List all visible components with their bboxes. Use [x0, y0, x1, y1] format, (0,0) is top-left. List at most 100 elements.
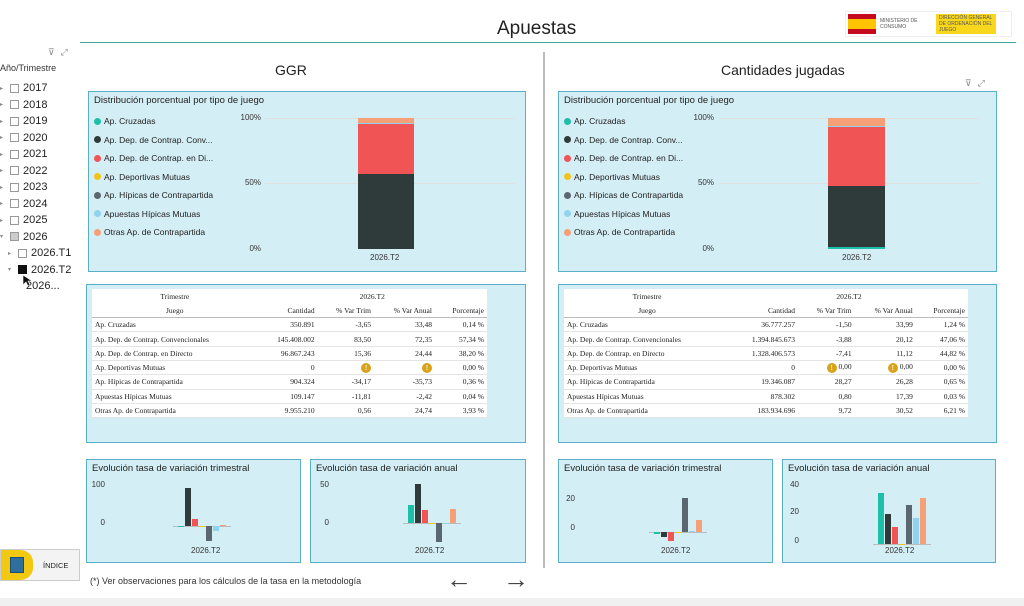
table-row[interactable]: Ap. Dep. de Contrap. en Directo 1.328.406… — [564, 346, 968, 361]
bar-segment[interactable] — [828, 126, 885, 128]
cant-data-table[interactable]: Trimestre 2026.T2 Juego Cantidad % Var Trim%… — [564, 289, 968, 419]
bar[interactable] — [877, 493, 884, 544]
table-row[interactable]: Apuestas Hípicas Mutuas 109.147 -11,81 -2,4… — [92, 389, 487, 404]
col-header[interactable]: % Var Anual — [874, 305, 913, 315]
checkbox[interactable] — [10, 232, 19, 241]
col-header[interactable]: Porcentaje — [933, 305, 965, 315]
bar-segment[interactable] — [828, 118, 885, 127]
slicer-controls[interactable]: ⊽⤢ — [48, 47, 74, 58]
warning-icon[interactable]: ! — [826, 362, 837, 373]
table-row[interactable]: Ap. Dep. de Contrap. en Directo 96.867.24… — [92, 346, 487, 361]
checkbox[interactable] — [10, 133, 19, 142]
slicer-quarter-2026.T1[interactable]: ▸ 2026.T1 — [8, 246, 71, 260]
bar[interactable] — [674, 532, 682, 533]
expand-icon[interactable]: ⤢ — [60, 47, 74, 57]
checkbox[interactable] — [10, 83, 19, 93]
col-header[interactable]: Cantidad — [287, 305, 315, 315]
slicer-year-2017[interactable]: ▸ 2017 — [0, 81, 47, 95]
next-page-arrow-icon[interactable]: → — [503, 564, 529, 594]
col-header-period[interactable]: 2026.T2 — [359, 291, 385, 301]
warning-icon[interactable]: ! — [421, 362, 432, 373]
prev-page-arrow-icon[interactable]: ← — [446, 564, 472, 594]
legend-item[interactable]: Ap. Deportivas Mutuas — [564, 168, 683, 187]
cant-legend[interactable]: Ap. Cruzadas Ap. Dep. de Contrap. Conv...… — [564, 112, 683, 242]
chevron-right-icon[interactable]: ▸ — [8, 250, 12, 257]
checkbox[interactable] — [10, 166, 19, 175]
cant-anual-panel[interactable]: Evolución tasa de variación anual 40 20 … — [782, 459, 996, 563]
table-row[interactable]: Apuestas Hípicas Mutuas 878.302 0,80 17,39 0… — [564, 389, 968, 404]
ggr-trim-bars[interactable] — [173, 480, 231, 544]
bar[interactable] — [884, 513, 891, 544]
bar-segment[interactable] — [828, 185, 885, 248]
bar[interactable] — [667, 532, 674, 541]
bar[interactable] — [920, 498, 927, 544]
legend-item[interactable]: Otras Ap. de Contrapartida — [94, 223, 213, 242]
checkbox[interactable] — [10, 149, 19, 159]
slicer-year-2024[interactable]: ▸ 2024 — [0, 197, 47, 211]
checkbox[interactable] — [10, 182, 19, 192]
slicer-year-2022[interactable]: ▸ 2022 — [0, 164, 47, 178]
col-header[interactable]: Cantidad — [767, 305, 796, 315]
col-header-period[interactable]: 2026.T2 — [836, 291, 862, 301]
bar[interactable] — [653, 532, 660, 534]
ggr-distribution-panel[interactable]: Distribución porcentual por tipo de jueg… — [88, 91, 526, 272]
bar-segment[interactable] — [358, 173, 414, 249]
year-quarter-slicer[interactable]: ⊽⤢ Año/Trimestre ▸ 2017 ▸ 2018 ▸ 2019 ▸ 2020 ▸ 20… — [0, 45, 80, 345]
bar-segment[interactable] — [828, 127, 885, 186]
legend-item[interactable]: Apuestas Hípicas Mutuas — [94, 205, 213, 224]
checkbox[interactable] — [10, 215, 19, 225]
bar-segment[interactable] — [358, 123, 414, 124]
table-row[interactable]: Ap. Cruzadas 36.777.257 -1,50 33,99 1,24 % — [564, 317, 968, 333]
checkbox[interactable] — [10, 199, 19, 208]
col-header[interactable]: % Var Trim — [336, 305, 371, 315]
bar-segment[interactable] — [358, 123, 414, 174]
ggr-stacked-bar[interactable] — [358, 118, 414, 249]
table-row[interactable]: Ap. Deportivas Mutuas 0! 0,00! 0,00 0,00 % — [564, 360, 968, 376]
slicer-year-2023[interactable]: ▸ 2023 — [0, 180, 47, 194]
col-header-trimestre[interactable]: Trimestre — [632, 291, 662, 301]
slicer-year-2026[interactable]: ▾ 2026 — [0, 230, 47, 244]
cant-trim-panel[interactable]: Evolución tasa de variación trimestral 2… — [558, 459, 773, 563]
checkbox[interactable] — [18, 265, 27, 274]
legend-item[interactable]: Ap. Dep. de Contrap. en Di... — [94, 149, 213, 168]
bar[interactable] — [407, 504, 414, 523]
chevron-right-icon[interactable]: ▸ — [0, 201, 4, 207]
chevron-right-icon[interactable]: ▸ — [0, 85, 4, 92]
bar[interactable] — [891, 527, 898, 544]
bar-segment[interactable] — [358, 118, 414, 124]
legend-item[interactable]: Ap. Dep. de Contrap. en Di... — [564, 149, 683, 168]
legend-item[interactable]: Otras Ap. de Contrapartida — [564, 223, 683, 242]
table-row[interactable]: Otras Ap. de Contrapartida 183.934.696 9,7… — [564, 403, 968, 419]
legend-item[interactable]: Ap. Cruzadas — [94, 112, 213, 131]
legend-item[interactable]: Ap. Cruzadas — [564, 112, 683, 131]
chevron-right-icon[interactable]: ▸ — [0, 118, 4, 125]
ggr-anual-bars[interactable] — [403, 480, 461, 544]
bar[interactable] — [660, 532, 667, 537]
legend-item[interactable]: Ap. Dep. de Contrap. Conv... — [564, 131, 683, 150]
table-row[interactable]: Ap. Hípicas de Contrapartida 19.346.087 28… — [564, 374, 968, 390]
col-header-trimestre[interactable]: Trimestre — [160, 291, 190, 301]
table-row[interactable]: Ap. Cruzadas 350.891 -3,65 33,48 0,14 % — [92, 317, 487, 333]
legend-item[interactable]: Apuestas Hípicas Mutuas — [564, 205, 683, 224]
bar[interactable] — [898, 544, 906, 545]
col-header[interactable]: % Var Trim — [816, 305, 852, 315]
ggr-trim-panel[interactable]: Evolución tasa de variación trimestral 1… — [86, 459, 301, 563]
slicer-sub-item[interactable]: 2026... — [26, 279, 60, 293]
filter-icon[interactable]: ⊽ — [965, 78, 978, 88]
slicer-year-2019[interactable]: ▸ 2019 — [0, 114, 47, 128]
cant-anual-bars[interactable] — [873, 484, 931, 545]
table-row[interactable]: Ap. Dep. de Contrap. Convencionales 145.4… — [92, 331, 487, 347]
legend-item[interactable]: Ap. Hípicas de Contrapartida — [94, 186, 213, 205]
warning-icon[interactable]: ! — [887, 362, 898, 373]
col-header-juego[interactable]: Juego — [166, 305, 184, 315]
ggr-anual-panel[interactable]: Evolución tasa de variación anual 50 0 2… — [310, 459, 526, 563]
chevron-right-icon[interactable]: ▸ — [0, 135, 4, 141]
cant-stacked-bar[interactable] — [828, 118, 885, 249]
ggr-legend[interactable]: Ap. Cruzadas Ap. Dep. de Contrap. Conv...… — [94, 112, 213, 242]
chevron-right-icon[interactable]: ▸ — [0, 151, 4, 158]
bar[interactable] — [689, 531, 696, 532]
bar[interactable] — [428, 522, 436, 524]
bar[interactable] — [906, 504, 913, 544]
bar[interactable] — [220, 525, 227, 526]
table-row[interactable]: Ap. Deportivas Mutuas 0!! 0,00 % — [92, 360, 487, 376]
